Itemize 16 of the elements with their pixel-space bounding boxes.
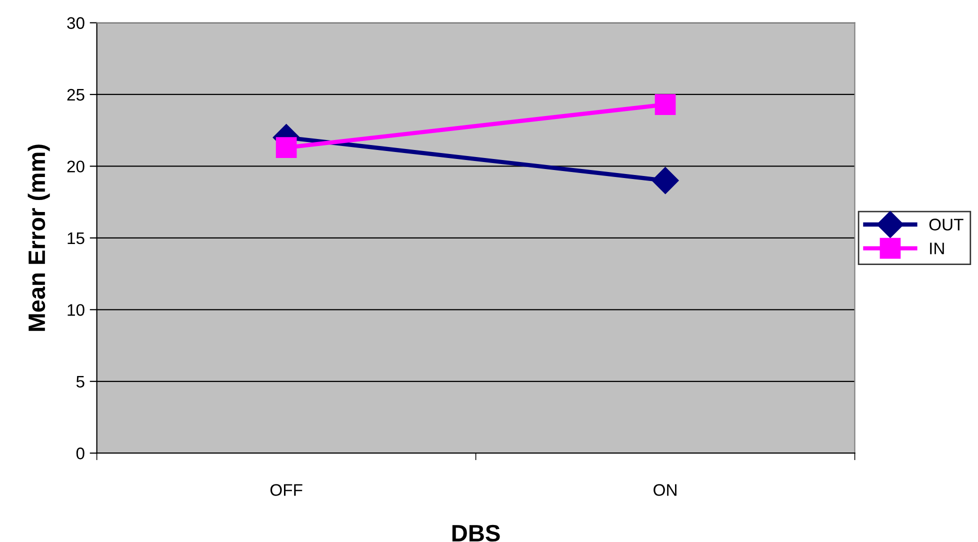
y-tick-label: 20	[67, 160, 84, 172]
y-tick-label: 5	[76, 376, 84, 388]
point	[654, 94, 676, 115]
y-tick-label: 15	[68, 232, 84, 244]
legend-label: IN	[930, 242, 944, 254]
y-tick-label: 30	[67, 17, 84, 29]
point	[652, 167, 679, 194]
y-tick-label: 0	[76, 448, 84, 460]
y-tick-label: 10	[68, 304, 84, 316]
y-tick-label: 25	[67, 88, 84, 101]
legend-label: OUT	[929, 218, 964, 230]
x-axis-title: DBS	[452, 524, 500, 542]
x-tick-label: OFF	[270, 484, 302, 496]
y-axis-title: Mean Error (mm)	[28, 144, 50, 331]
point	[276, 137, 297, 158]
x-tick-label: ON	[654, 484, 676, 496]
